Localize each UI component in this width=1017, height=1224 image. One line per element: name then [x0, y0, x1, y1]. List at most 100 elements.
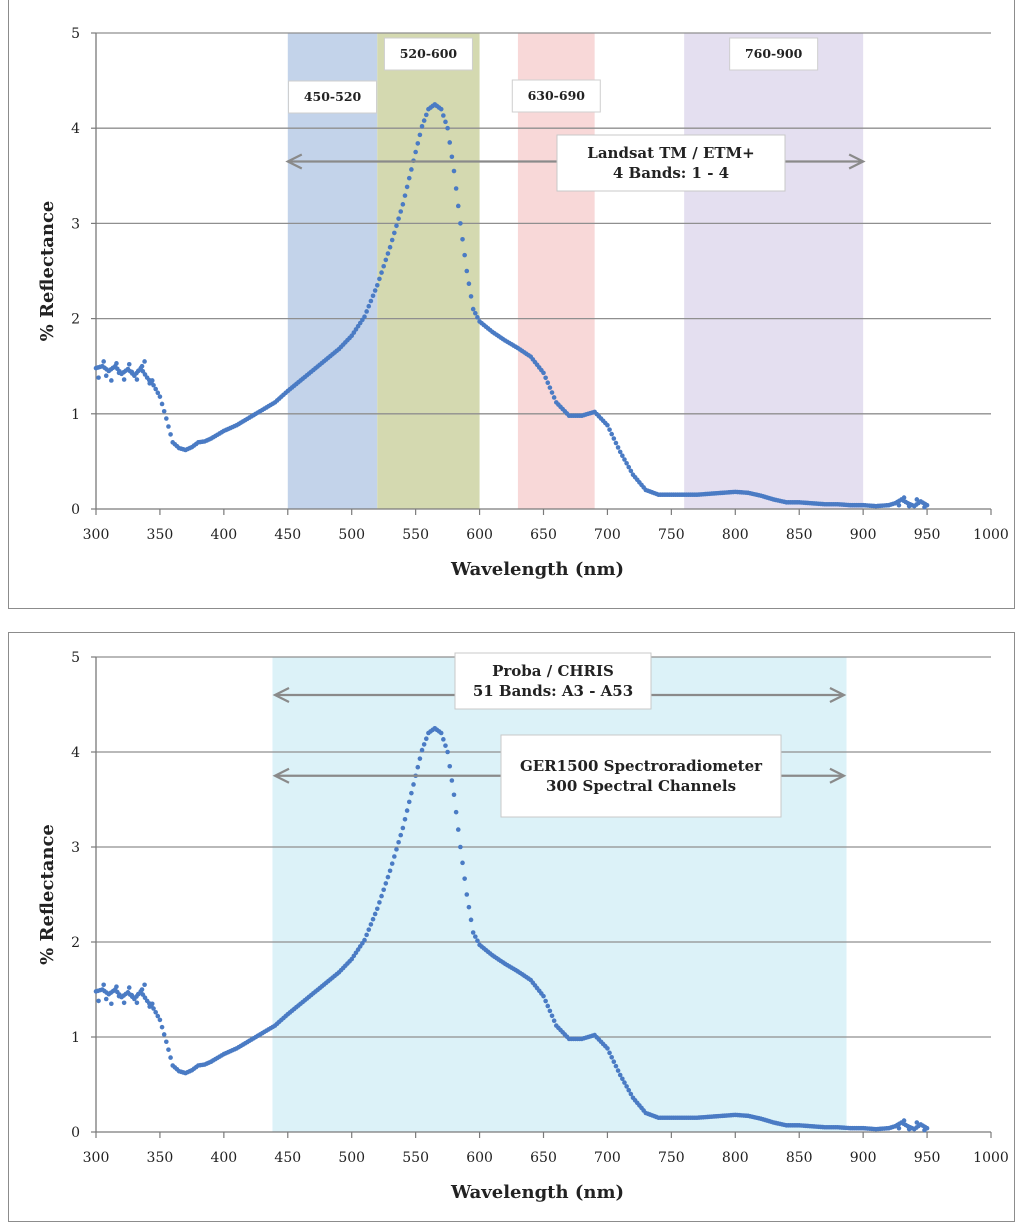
data-point — [613, 1063, 619, 1069]
x-tick-label: 550 — [402, 527, 429, 543]
data-point — [914, 497, 920, 502]
data-point — [159, 1024, 165, 1030]
band-label: 450-520 — [304, 89, 362, 104]
y-axis-title: % Reflectance — [37, 824, 58, 965]
x-tick-label: 350 — [147, 1150, 174, 1166]
data-point — [381, 887, 386, 893]
data-point — [415, 764, 421, 770]
x-tick-label: 700 — [594, 1150, 621, 1166]
data-point — [419, 123, 425, 129]
annotation-text: Proba / CHRIS — [492, 662, 614, 680]
data-point — [149, 378, 155, 383]
data-point — [374, 282, 380, 288]
data-point — [468, 294, 474, 299]
y-tick-label: 0 — [71, 502, 80, 518]
band-region — [684, 33, 864, 509]
data-point — [458, 844, 463, 850]
data-point — [368, 298, 374, 304]
data-point — [475, 938, 480, 944]
data-point — [404, 808, 410, 813]
data-point — [387, 868, 393, 874]
data-point — [460, 236, 465, 242]
data-point — [901, 1118, 907, 1123]
chart-panel-landsat: 300 350 400 450 500 550 600 650 700 750 800 850 900 9… — [8, 0, 1015, 609]
data-point — [441, 113, 446, 118]
annotation-text: Landsat TM / ETM+ — [587, 144, 754, 162]
data-point — [161, 1032, 167, 1037]
data-point — [109, 378, 114, 383]
data-point — [617, 449, 623, 455]
data-point — [389, 237, 395, 243]
x-tick-label: 600 — [466, 527, 493, 543]
data-point — [541, 993, 546, 999]
data-point — [423, 112, 429, 118]
data-point — [370, 916, 376, 922]
data-point — [406, 175, 412, 181]
y-tick-label: 4 — [71, 745, 80, 761]
data-point — [126, 985, 132, 990]
data-point — [164, 1039, 169, 1045]
data-point — [139, 363, 145, 369]
band-region — [272, 657, 847, 1132]
x-axis-title: Wavelength (nm) — [450, 559, 624, 580]
data-point — [470, 930, 476, 935]
data-point — [547, 385, 553, 390]
data-point — [419, 747, 425, 753]
y-tick-label: 0 — [71, 1125, 80, 1141]
data-point — [443, 119, 448, 125]
annotation-text: 300 Spectral Channels — [546, 777, 736, 795]
arrow-head-left — [285, 153, 303, 170]
data-point — [914, 1120, 920, 1125]
data-point — [628, 1091, 634, 1097]
x-tick-label: 300 — [83, 1150, 110, 1166]
data-point — [379, 893, 384, 899]
data-point — [135, 991, 141, 997]
data-point — [157, 1017, 163, 1023]
data-point — [381, 263, 386, 269]
data-point — [398, 209, 404, 214]
data-point — [151, 382, 156, 388]
x-tick-label: 400 — [210, 1150, 237, 1166]
data-point — [366, 927, 372, 932]
data-point — [114, 984, 119, 989]
x-tick-label: 800 — [722, 1150, 749, 1166]
data-point — [116, 993, 122, 999]
data-point — [368, 922, 374, 927]
data-point — [402, 193, 408, 198]
x-tick-label: 500 — [338, 1150, 365, 1166]
data-point — [549, 1013, 555, 1019]
y-tick-label: 2 — [71, 312, 80, 328]
data-point — [114, 361, 119, 366]
landsat-reflectance-chart: 300 350 400 450 500 550 600 650 700 750 800 850 900 9… — [37, 26, 1009, 580]
data-point — [462, 252, 467, 258]
data-point — [620, 1076, 625, 1082]
data-point — [387, 244, 393, 250]
annotation-box — [556, 134, 786, 192]
data-point — [392, 854, 397, 859]
data-point — [164, 416, 169, 421]
x-tick-label: 350 — [147, 527, 174, 543]
y-tick-label: 4 — [71, 121, 80, 137]
data-point — [362, 937, 367, 943]
annotation-text: GER1500 Spectroradiometer — [520, 757, 763, 775]
data-point — [443, 743, 448, 748]
data-point — [366, 303, 372, 309]
y-tick-label: 5 — [71, 650, 80, 666]
data-point — [385, 251, 391, 256]
data-point — [413, 149, 418, 155]
data-point — [620, 453, 625, 458]
band-label: 630-690 — [528, 88, 586, 103]
x-axis-title: Wavelength (nm) — [450, 1182, 624, 1203]
data-point — [153, 1010, 158, 1015]
data-point — [901, 495, 907, 500]
x-tick-label: 600 — [466, 1150, 493, 1166]
data-point — [445, 125, 450, 131]
y-tick-label: 2 — [71, 935, 80, 951]
data-point — [389, 861, 395, 866]
data-point — [135, 368, 141, 374]
data-point — [415, 141, 421, 146]
data-point — [129, 992, 135, 998]
data-point — [121, 1000, 127, 1006]
chart-panel-chris: 300 350 400 450 500 550 600 650 700 750 800 850 900 9… — [8, 632, 1015, 1222]
data-point — [421, 118, 427, 123]
